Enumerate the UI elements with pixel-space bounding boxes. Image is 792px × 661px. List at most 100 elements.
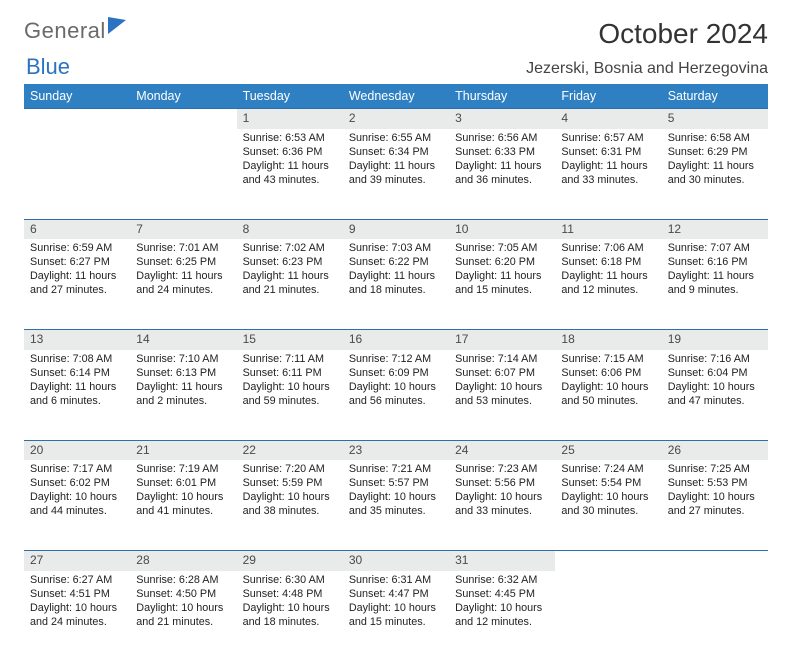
sunrise-text: Sunrise: 7:07 AM (668, 241, 762, 255)
day-content: Sunrise: 7:05 AMSunset: 6:20 PMDaylight:… (449, 239, 555, 301)
week-row: Sunrise: 6:53 AMSunset: 6:36 PMDaylight:… (24, 129, 768, 219)
sunset-text: Sunset: 4:48 PM (243, 587, 337, 601)
day-content: Sunrise: 6:59 AMSunset: 6:27 PMDaylight:… (24, 239, 130, 301)
day-cell: Sunrise: 6:30 AMSunset: 4:48 PMDaylight:… (237, 571, 343, 661)
daylight-text: Daylight: 10 hours (668, 380, 762, 394)
sunrise-text: Sunrise: 7:16 AM (668, 352, 762, 366)
day-number: 10 (449, 219, 555, 240)
day-cell: Sunrise: 7:06 AMSunset: 6:18 PMDaylight:… (555, 239, 661, 329)
day-content: Sunrise: 6:58 AMSunset: 6:29 PMDaylight:… (662, 129, 768, 191)
title-block: October 2024 Jezerski, Bosnia and Herzeg… (526, 18, 768, 78)
day-content: Sunrise: 6:53 AMSunset: 6:36 PMDaylight:… (237, 129, 343, 191)
daylight-text: Daylight: 10 hours (349, 490, 443, 504)
sunset-text: Sunset: 6:20 PM (455, 255, 549, 269)
day-content: Sunrise: 7:15 AMSunset: 6:06 PMDaylight:… (555, 350, 661, 412)
day-number: 18 (555, 329, 661, 350)
sunrise-text: Sunrise: 6:56 AM (455, 131, 549, 145)
sunset-text: Sunset: 4:45 PM (455, 587, 549, 601)
day-content: Sunrise: 6:30 AMSunset: 4:48 PMDaylight:… (237, 571, 343, 633)
daylight-text: Daylight: 10 hours (136, 490, 230, 504)
day-number: 6 (24, 219, 130, 240)
sunset-text: Sunset: 6:33 PM (455, 145, 549, 159)
sunrise-text: Sunrise: 7:03 AM (349, 241, 443, 255)
sunset-text: Sunset: 6:22 PM (349, 255, 443, 269)
day-cell: Sunrise: 7:21 AMSunset: 5:57 PMDaylight:… (343, 460, 449, 550)
sunset-text: Sunset: 6:16 PM (668, 255, 762, 269)
daylight-text: Daylight: 10 hours (455, 380, 549, 394)
daylight-text: and 47 minutes. (668, 394, 762, 408)
day-cell: Sunrise: 7:14 AMSunset: 6:07 PMDaylight:… (449, 350, 555, 440)
day-content: Sunrise: 7:07 AMSunset: 6:16 PMDaylight:… (662, 239, 768, 301)
daylight-text: and 56 minutes. (349, 394, 443, 408)
daylight-text: and 30 minutes. (668, 173, 762, 187)
sunrise-text: Sunrise: 6:30 AM (243, 573, 337, 587)
day-number: 7 (130, 219, 236, 240)
sunrise-text: Sunrise: 7:12 AM (349, 352, 443, 366)
day-number: 5 (662, 108, 768, 129)
day-cell: Sunrise: 6:28 AMSunset: 4:50 PMDaylight:… (130, 571, 236, 661)
day-number: 11 (555, 219, 661, 240)
day-number: 16 (343, 329, 449, 350)
daylight-text: Daylight: 10 hours (30, 601, 124, 615)
sunrise-text: Sunrise: 7:15 AM (561, 352, 655, 366)
sunrise-text: Sunrise: 6:32 AM (455, 573, 549, 587)
day-of-week-row: SundayMondayTuesdayWednesdayThursdayFrid… (24, 84, 768, 108)
day-cell (24, 129, 130, 219)
sunrise-text: Sunrise: 6:28 AM (136, 573, 230, 587)
day-number: 29 (237, 550, 343, 571)
daylight-text: Daylight: 10 hours (30, 490, 124, 504)
week-row: Sunrise: 7:08 AMSunset: 6:14 PM Daylight:… (24, 350, 768, 440)
header: General Blue October 2024 Jezerski, Bosn… (24, 18, 768, 78)
day-number-empty (662, 550, 768, 571)
sunrise-text: Sunrise: 7:10 AM (136, 352, 230, 366)
day-number-row: 12345 (24, 108, 768, 129)
day-cell: Sunrise: 6:32 AMSunset: 4:45 PMDaylight:… (449, 571, 555, 661)
sunset-text: Sunset: 5:54 PM (561, 476, 655, 490)
sunset-text: Sunset: 6:07 PM (455, 366, 549, 380)
day-cell: Sunrise: 6:55 AMSunset: 6:34 PMDaylight:… (343, 129, 449, 219)
sunrise-text: Sunrise: 6:27 AM (30, 573, 124, 587)
sunrise-text: Sunrise: 7:24 AM (561, 462, 655, 476)
daylight-text: Daylight: 11 hours (668, 159, 762, 173)
day-number-empty (130, 108, 236, 129)
day-header: Tuesday (237, 84, 343, 108)
day-content: Sunrise: 7:11 AMSunset: 6:11 PMDaylight:… (237, 350, 343, 412)
daylight-text: and 50 minutes. (561, 394, 655, 408)
day-cell: Sunrise: 7:08 AMSunset: 6:14 PMDaylight:… (24, 350, 130, 440)
sunset-text: Sunset: 6:14 PM (30, 366, 124, 380)
day-number: 30 (343, 550, 449, 571)
sunrise-text: Sunrise: 7:05 AM (455, 241, 549, 255)
daylight-text: Daylight: 10 hours (243, 601, 337, 615)
day-cell: Sunrise: 7:10 AMSunset: 6:13 PMDaylight:… (130, 350, 236, 440)
day-content: Sunrise: 7:14 AMSunset: 6:07 PMDaylight:… (449, 350, 555, 412)
sunset-text: Sunset: 6:27 PM (30, 255, 124, 269)
daylight-text: and 12 minutes. (455, 615, 549, 629)
daylight-text: Daylight: 10 hours (455, 490, 549, 504)
day-cell: Sunrise: 7:25 AMSunset: 5:53 PMDaylight:… (662, 460, 768, 550)
day-number: 28 (130, 550, 236, 571)
sunrise-text: Sunrise: 7:11 AM (243, 352, 337, 366)
sunset-text: Sunset: 4:47 PM (349, 587, 443, 601)
day-cell: Sunrise: 6:56 AMSunset: 6:33 PMDaylight:… (449, 129, 555, 219)
day-content: Sunrise: 6:56 AMSunset: 6:33 PMDaylight:… (449, 129, 555, 191)
sunset-text: Sunset: 6:23 PM (243, 255, 337, 269)
day-number: 24 (449, 440, 555, 461)
daylight-text: and 53 minutes. (455, 394, 549, 408)
sunrise-text: Sunrise: 7:08 AM (30, 352, 124, 366)
calendar-body: 12345Sunrise: 6:53 AMSunset: 6:36 PMDayl… (24, 108, 768, 661)
daylight-text: Daylight: 10 hours (349, 380, 443, 394)
sunset-text: Sunset: 6:02 PM (30, 476, 124, 490)
daylight-text: Daylight: 11 hours (243, 159, 337, 173)
day-content: Sunrise: 7:03 AMSunset: 6:22 PMDaylight:… (343, 239, 449, 301)
calendar-table: SundayMondayTuesdayWednesdayThursdayFrid… (24, 84, 768, 661)
day-number: 26 (662, 440, 768, 461)
sunrise-text: Sunrise: 7:25 AM (668, 462, 762, 476)
day-cell: Sunrise: 7:07 AMSunset: 6:16 PMDaylight:… (662, 239, 768, 329)
daylight-text: Daylight: 11 hours (30, 269, 124, 283)
day-content: Sunrise: 6:32 AMSunset: 4:45 PMDaylight:… (449, 571, 555, 633)
day-number: 14 (130, 329, 236, 350)
day-number-row: 20212223242526 (24, 440, 768, 461)
calendar-head: SundayMondayTuesdayWednesdayThursdayFrid… (24, 84, 768, 108)
daylight-text: and 43 minutes. (243, 173, 337, 187)
sunrise-text: Sunrise: 6:53 AM (243, 131, 337, 145)
